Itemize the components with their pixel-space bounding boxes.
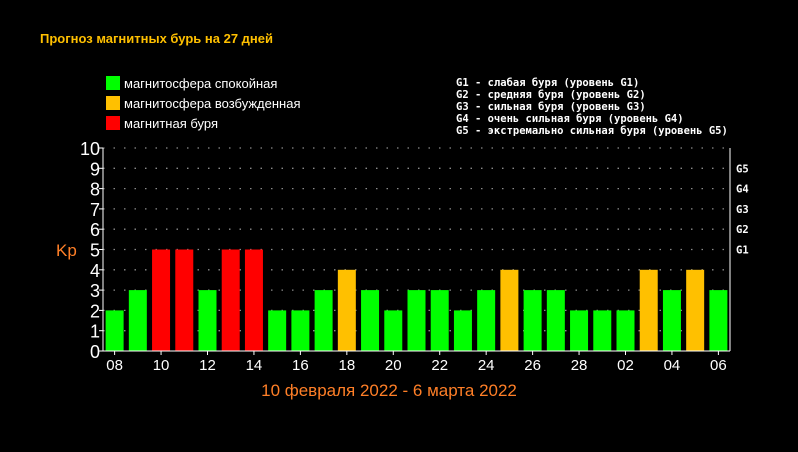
y-tick-label: 3 <box>90 281 100 301</box>
y-axis-label: Kp <box>56 241 77 260</box>
x-tick-label: 10 <box>153 357 170 374</box>
bar <box>500 269 519 351</box>
bar <box>709 290 728 351</box>
x-tick-label: 06 <box>710 357 727 374</box>
legend-label-storm: магнитная буря <box>124 116 218 131</box>
x-tick-label: 16 <box>292 357 309 374</box>
bar <box>407 290 426 351</box>
bar <box>616 310 635 351</box>
g-tick-label: G1 <box>736 245 749 257</box>
bar <box>175 249 194 351</box>
g-legend-g3: G3 - сильная буря (уровень G3) <box>456 101 646 113</box>
bar <box>291 310 310 351</box>
y-tick-label: 6 <box>90 220 100 240</box>
legend-label-calm: магнитосфера спокойная <box>124 76 277 91</box>
legend: магнитосфера спокойная магнитосфера возб… <box>106 76 301 131</box>
bar <box>523 290 542 351</box>
y-tick-label: 2 <box>90 301 100 321</box>
g-tick-label: G5 <box>736 163 749 175</box>
x-tick-label: 12 <box>199 357 216 374</box>
g-legend-g5: G5 - экстремально сильная буря (уровень … <box>456 125 728 137</box>
bar <box>639 269 658 351</box>
g-tick-label: G4 <box>736 184 749 196</box>
legend-label-excited: магнитосфера возбужденная <box>124 96 301 111</box>
bar <box>662 290 681 351</box>
x-tick-labels: 08 10 12 14 16 18 20 22 24 26 28 02 04 06 <box>106 357 726 374</box>
y-tick-label: 7 <box>90 200 100 220</box>
x-tick-label: 20 <box>385 357 402 374</box>
x-tick-label: 08 <box>106 357 123 374</box>
legend-swatch-calm <box>106 76 120 90</box>
legend-swatch-excited <box>106 96 120 110</box>
bar <box>570 310 589 351</box>
x-tick-label: 04 <box>664 357 681 374</box>
bars <box>105 249 728 351</box>
y-tick-label: 8 <box>90 180 100 200</box>
bar <box>198 290 217 351</box>
y-tick-label: 5 <box>90 241 100 261</box>
x-tick-label: 28 <box>571 357 588 374</box>
g-tick-labels: G1 G2 G3 G4 G5 <box>736 163 749 256</box>
bar <box>361 290 380 351</box>
x-tick-label: 22 <box>431 357 448 374</box>
date-range: 10 февраля 2022 - 6 марта 2022 <box>261 381 517 400</box>
bar <box>686 269 705 351</box>
g-legend-g1: G1 - слабая буря (уровень G1) <box>456 77 639 89</box>
bar <box>152 249 171 351</box>
y-tick-label: 9 <box>90 159 100 179</box>
g-legend-g4: G4 - очень сильная буря (уровень G4) <box>456 113 684 125</box>
bar <box>593 310 612 351</box>
bar <box>314 290 333 351</box>
bar <box>546 290 565 351</box>
bar <box>384 310 403 351</box>
y-tick-label: 1 <box>90 322 100 342</box>
g-legend-g2: G2 - средняя буря (уровень G2) <box>456 89 646 101</box>
x-tick-label: 02 <box>617 357 634 374</box>
bar <box>268 310 287 351</box>
g-tick-label: G2 <box>736 224 749 236</box>
g-tick-label: G3 <box>736 204 749 216</box>
bar <box>477 290 496 351</box>
g-scale-legend: G1 - слабая буря (уровень G1) G2 - средн… <box>456 77 728 137</box>
y-tick-label: 0 <box>90 342 100 362</box>
bar <box>453 310 472 351</box>
y-tick-label: 4 <box>90 261 100 281</box>
chart-title: Прогноз магнитных бурь на 27 дней <box>40 31 273 46</box>
x-tick-label: 26 <box>524 357 541 374</box>
bar <box>128 290 147 351</box>
legend-swatch-storm <box>106 116 120 130</box>
y-tick-label: 10 <box>80 139 100 159</box>
x-tick-label: 14 <box>246 357 263 374</box>
bar <box>430 290 449 351</box>
x-tick-label: 18 <box>338 357 355 374</box>
bar <box>105 310 124 351</box>
x-tick-label: 24 <box>478 357 495 374</box>
axes <box>99 147 731 355</box>
bar <box>244 249 263 351</box>
bar <box>337 269 356 351</box>
bar <box>221 249 240 351</box>
